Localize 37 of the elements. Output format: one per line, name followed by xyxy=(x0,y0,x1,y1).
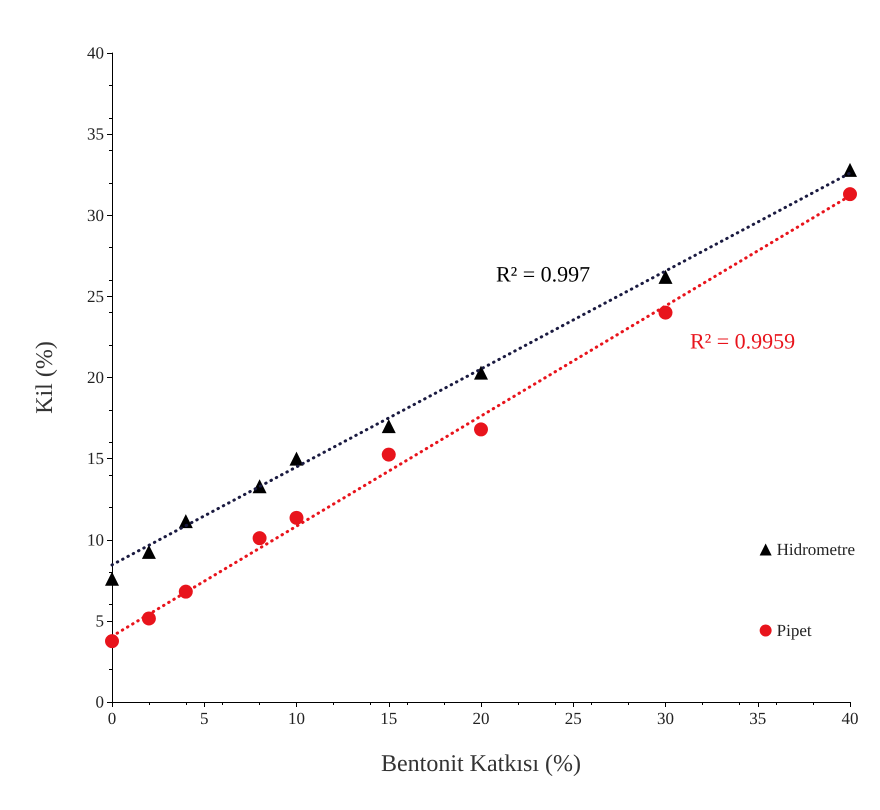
point xyxy=(290,452,304,466)
point xyxy=(142,544,156,559)
y-tick-label: 25 xyxy=(87,286,104,306)
x-tick-label: 35 xyxy=(749,709,766,728)
point xyxy=(658,270,672,284)
x-tick-label: 10 xyxy=(288,709,305,728)
annotation: R² = 0.997 xyxy=(496,262,590,286)
y-tick-label: 30 xyxy=(87,206,104,225)
annotation: R² = 0.9959 xyxy=(690,328,796,354)
y-tick-label: 0 xyxy=(96,692,104,712)
point xyxy=(105,634,119,648)
y-axis-title: Kil (%) xyxy=(32,341,58,414)
x-axis-title: Bentonit Katkısı (%) xyxy=(381,751,581,777)
x-tick-label: 5 xyxy=(200,709,208,728)
point xyxy=(474,422,488,436)
y-tick-label: 5 xyxy=(96,611,104,630)
x-tick-label: 25 xyxy=(564,709,582,728)
point xyxy=(290,510,304,525)
point xyxy=(474,366,488,380)
y-tick-label: 40 xyxy=(87,44,104,62)
y-tick-label: 35 xyxy=(87,124,104,144)
point xyxy=(105,572,119,586)
x-tick-label: 15 xyxy=(380,709,398,728)
y-tick-label: 15 xyxy=(87,449,104,468)
point xyxy=(658,306,672,320)
point xyxy=(843,187,857,202)
point xyxy=(252,531,267,546)
x-tick-label: 0 xyxy=(108,709,116,728)
x-tick-label: 40 xyxy=(842,709,858,728)
point xyxy=(382,448,396,462)
point xyxy=(382,419,396,434)
x-tick-label: 20 xyxy=(472,709,490,728)
legend-label: Pipet xyxy=(776,621,812,640)
legend-label: Hidrometre xyxy=(776,540,855,559)
y-tick-label: 10 xyxy=(87,530,104,550)
y-tick-label: 20 xyxy=(87,368,104,387)
x-tick-label: 30 xyxy=(657,709,674,728)
